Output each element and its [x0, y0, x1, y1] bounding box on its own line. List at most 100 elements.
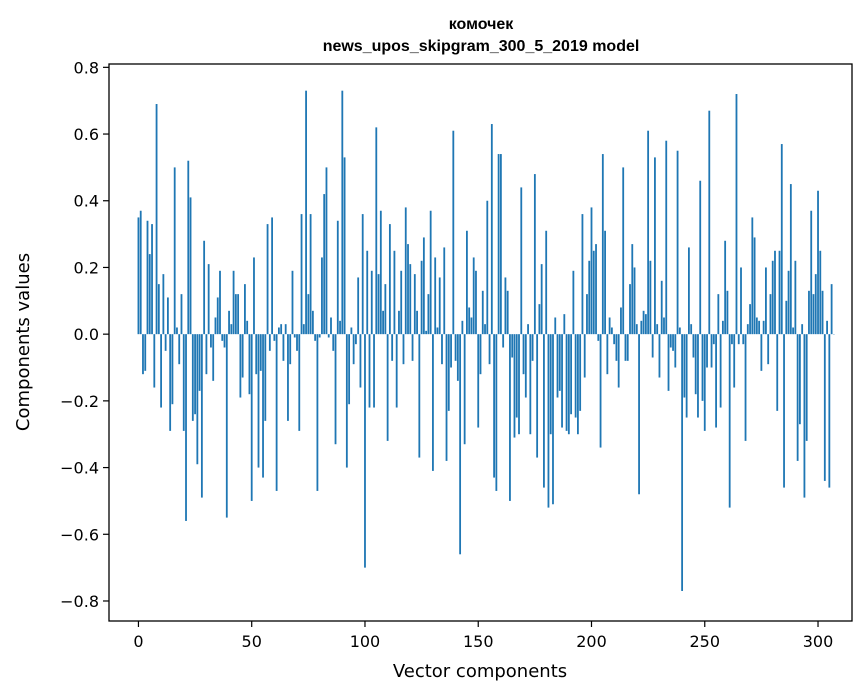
bar-225: [647, 131, 649, 334]
bar-212: [618, 334, 620, 387]
bar-213: [620, 307, 622, 334]
bar-2: [142, 334, 144, 374]
bar-251: [706, 334, 708, 367]
bar-221: [638, 334, 640, 494]
bar-166: [514, 334, 516, 437]
bar-53: [258, 334, 260, 467]
y-tick-label: 0.0: [74, 325, 99, 344]
bar-302: [822, 291, 824, 334]
bar-247: [697, 334, 699, 417]
bar-129: [430, 211, 432, 334]
bar-218: [631, 244, 633, 334]
bar-186: [559, 334, 561, 391]
bar-115: [398, 311, 400, 334]
bar-184: [554, 317, 556, 334]
bar-7: [153, 334, 155, 387]
x-tick-label: 0: [133, 632, 143, 651]
bar-301: [819, 251, 821, 334]
bar-175: [534, 174, 536, 334]
bar-262: [731, 334, 733, 344]
bar-138: [450, 334, 452, 367]
bar-139: [452, 131, 454, 334]
bar-250: [704, 334, 706, 431]
bar-270: [749, 304, 751, 334]
bar-183: [552, 334, 554, 504]
bar-205: [602, 154, 604, 334]
bar-299: [815, 274, 817, 334]
bar-12: [165, 334, 167, 351]
bar-47: [244, 284, 246, 334]
bar-79: [317, 334, 319, 491]
bar-182: [550, 334, 552, 434]
bar-253: [711, 334, 713, 367]
bar-193: [575, 334, 577, 417]
bar-256: [717, 294, 719, 334]
bar-118: [405, 207, 407, 334]
bar-26: [196, 334, 198, 464]
bar-91: [344, 157, 346, 334]
bar-80: [319, 334, 321, 337]
bar-52: [255, 334, 257, 374]
y-tick-label: 0.8: [74, 58, 99, 77]
bar-110: [387, 334, 389, 441]
bar-6: [151, 224, 153, 334]
bar-229: [656, 324, 658, 334]
bar-227: [652, 334, 654, 357]
bar-17: [176, 327, 178, 334]
bar-36: [219, 271, 221, 334]
bar-260: [727, 291, 729, 334]
x-tick-label: 100: [350, 632, 381, 651]
bar-58: [269, 334, 271, 351]
bar-292: [799, 334, 801, 424]
bar-66: [287, 334, 289, 421]
bar-122: [414, 274, 416, 334]
bar-275: [760, 334, 762, 371]
bar-46: [242, 334, 244, 377]
bar-170: [523, 334, 525, 374]
bar-187: [561, 334, 563, 427]
bar-230: [659, 334, 661, 377]
bar-65: [285, 324, 287, 334]
bar-90: [341, 91, 343, 334]
y-tick-label: −0.6: [60, 525, 99, 544]
y-tick-label: 0.6: [74, 125, 99, 144]
bar-189: [566, 334, 568, 431]
bar-97: [357, 277, 359, 334]
bar-75: [307, 294, 309, 334]
bar-16: [174, 167, 176, 334]
bar-269: [747, 324, 749, 334]
bar-289: [792, 327, 794, 334]
bar-87: [335, 334, 337, 444]
x-tick-label: 50: [242, 632, 262, 651]
bar-294: [804, 334, 806, 497]
bar-83: [326, 167, 328, 334]
bar-278: [767, 334, 769, 364]
bar-297: [810, 211, 812, 334]
bar-23: [190, 197, 192, 334]
bar-98: [360, 334, 362, 387]
bar-200: [591, 207, 593, 334]
bar-201: [593, 251, 595, 334]
bar-135: [443, 247, 445, 334]
bar-248: [699, 181, 701, 334]
x-tick-label: 300: [803, 632, 834, 651]
bar-165: [511, 334, 513, 357]
bar-180: [545, 231, 547, 334]
bar-81: [321, 257, 323, 334]
bar-71: [298, 334, 300, 431]
bar-272: [754, 237, 756, 334]
bar-15: [172, 334, 174, 404]
bar-106: [378, 274, 380, 334]
bar-222: [640, 321, 642, 334]
bar-39: [226, 334, 228, 517]
bar-137: [448, 334, 450, 411]
bar-3: [144, 334, 146, 371]
bar-164: [509, 334, 511, 501]
bar-69: [294, 334, 296, 337]
bar-22: [187, 161, 189, 334]
bar-54: [260, 334, 262, 371]
bar-101: [366, 251, 368, 334]
bar-86: [332, 334, 334, 351]
y-axis-label: Components values: [13, 253, 34, 431]
